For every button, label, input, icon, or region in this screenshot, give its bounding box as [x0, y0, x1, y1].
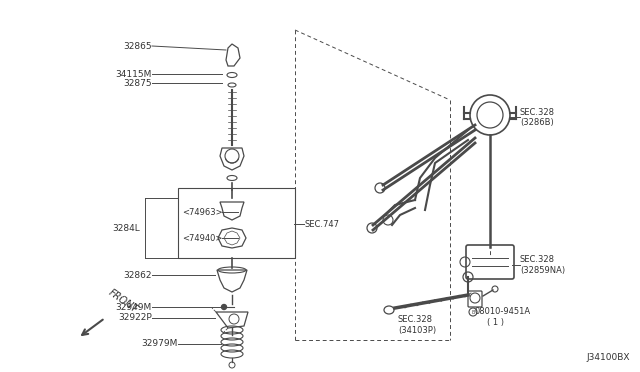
Text: 32862: 32862: [124, 270, 152, 279]
Text: (3286B): (3286B): [520, 118, 554, 126]
Text: ( 1 ): ( 1 ): [487, 317, 504, 327]
Text: J34100BX: J34100BX: [586, 353, 630, 362]
Text: 32865: 32865: [124, 42, 152, 51]
Text: B: B: [471, 310, 475, 314]
Text: SEC.747: SEC.747: [305, 219, 340, 228]
Text: 32875: 32875: [124, 78, 152, 87]
Text: (32859NA): (32859NA): [520, 266, 565, 275]
Text: 3284L: 3284L: [112, 224, 140, 232]
Text: 34115M: 34115M: [116, 70, 152, 78]
Text: 32922P: 32922P: [118, 314, 152, 323]
Text: <74940>: <74940>: [182, 234, 222, 243]
Text: 32979M: 32979M: [141, 340, 178, 349]
Circle shape: [221, 305, 227, 310]
Text: SEC.328: SEC.328: [520, 108, 555, 116]
Text: <74963>: <74963>: [182, 208, 223, 217]
Bar: [178, 188, 295, 258]
Text: 32949M: 32949M: [116, 302, 152, 311]
Text: SEC.328: SEC.328: [398, 315, 433, 324]
Text: FRONT: FRONT: [107, 288, 140, 315]
Text: 08010-9451A: 08010-9451A: [475, 308, 531, 317]
Text: (34103P): (34103P): [398, 326, 436, 334]
Text: SEC.328: SEC.328: [520, 256, 555, 264]
